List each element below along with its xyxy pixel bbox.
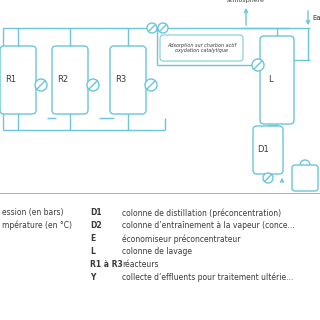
Circle shape (252, 59, 264, 71)
Text: R2: R2 (57, 76, 68, 84)
Circle shape (35, 79, 47, 91)
FancyBboxPatch shape (292, 165, 318, 191)
FancyBboxPatch shape (253, 126, 283, 174)
Text: Vers
atmosphère: Vers atmosphère (227, 0, 265, 3)
Text: D1: D1 (257, 146, 268, 155)
Text: mpérature (en °C): mpérature (en °C) (2, 221, 72, 230)
Text: Y: Y (90, 273, 95, 282)
Text: colonne d’entraînement à la vapeur (conce...: colonne d’entraînement à la vapeur (conc… (122, 221, 295, 230)
Text: collecte d’effluents pour traitement ultérie...: collecte d’effluents pour traitement ult… (122, 273, 293, 283)
Text: économiseur préconcentrateur: économiseur préconcentrateur (122, 234, 241, 244)
FancyBboxPatch shape (260, 36, 294, 124)
Text: R3: R3 (116, 76, 127, 84)
Text: Adsorption sur charbon actif
oxydation catalytique: Adsorption sur charbon actif oxydation c… (167, 43, 236, 53)
Circle shape (87, 79, 99, 91)
Circle shape (147, 23, 157, 33)
Text: colonne de distillation (préconcentration): colonne de distillation (préconcentratio… (122, 208, 281, 218)
Text: L: L (90, 247, 95, 256)
Text: E: E (90, 234, 95, 243)
Text: D2: D2 (90, 221, 102, 230)
Text: D1: D1 (90, 208, 102, 217)
Circle shape (158, 23, 168, 33)
FancyBboxPatch shape (160, 35, 243, 61)
Text: colonne de lavage: colonne de lavage (122, 247, 192, 256)
Text: R1 à R3: R1 à R3 (90, 260, 123, 269)
FancyBboxPatch shape (110, 46, 146, 114)
Text: ession (en bars): ession (en bars) (2, 208, 63, 217)
Circle shape (263, 173, 273, 183)
Text: Ea: Ea (312, 15, 320, 21)
Text: réacteurs: réacteurs (122, 260, 158, 269)
Circle shape (300, 160, 310, 170)
Text: R1: R1 (5, 76, 17, 84)
Circle shape (145, 79, 157, 91)
FancyBboxPatch shape (52, 46, 88, 114)
Text: L: L (268, 76, 273, 84)
FancyBboxPatch shape (0, 46, 36, 114)
